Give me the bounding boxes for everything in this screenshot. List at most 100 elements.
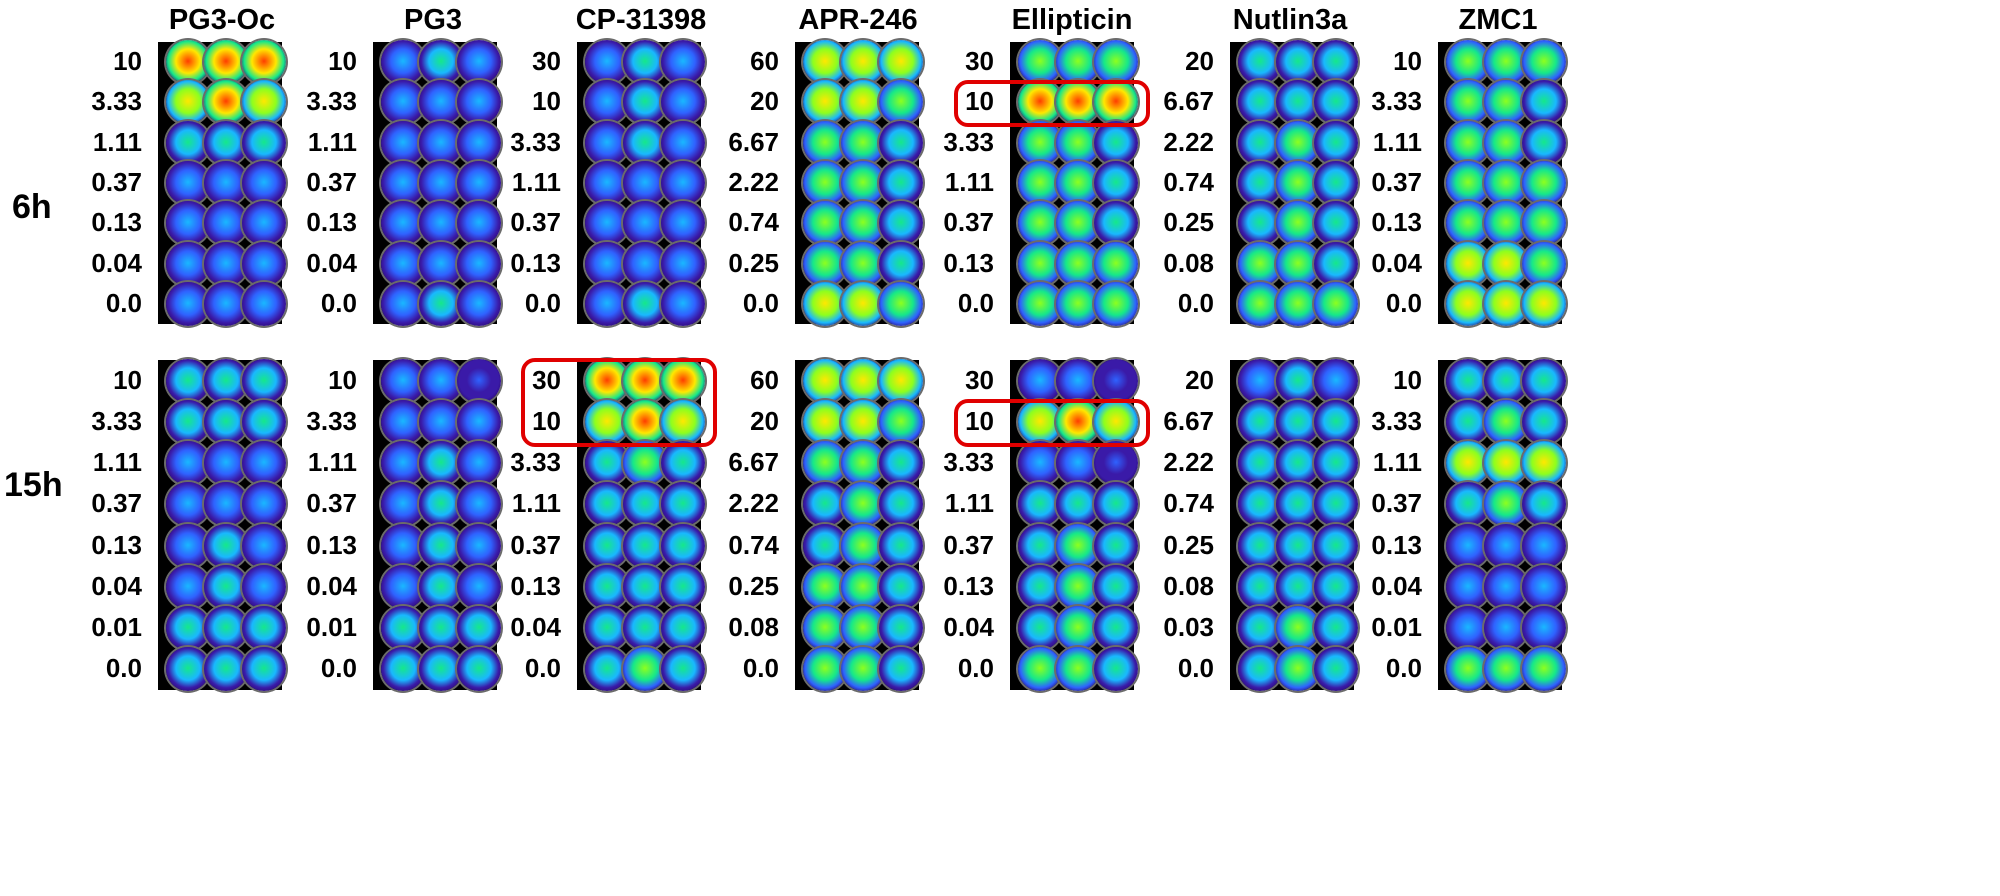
luminescence-well: [661, 482, 705, 527]
luminescence-well: [1314, 441, 1358, 486]
concentration-label: 0.25: [728, 247, 779, 278]
luminescence-well: [1446, 399, 1490, 444]
luminescence-well: [204, 120, 248, 165]
luminescence-well: [242, 120, 286, 165]
luminescence-well: [585, 241, 629, 286]
luminescence-well: [1522, 647, 1566, 692]
luminescence-well: [1094, 358, 1138, 403]
concentration-label: 0.74: [728, 529, 779, 560]
luminescence-well: [204, 281, 248, 326]
luminescence-well: [1484, 399, 1528, 444]
compound-title: CP-31398: [575, 4, 707, 36]
concentration-label: 3.33: [510, 447, 561, 478]
luminescence-well: [1522, 201, 1566, 246]
luminescence-well: [1276, 120, 1320, 165]
luminescence-well: [1238, 441, 1282, 486]
concentration-label: 0.0: [1385, 653, 1422, 684]
luminescence-well: [204, 523, 248, 568]
concentration-label: 0.0: [957, 653, 994, 684]
luminescence-well: [166, 80, 210, 125]
luminescence-well: [623, 523, 667, 568]
luminescence-well: [841, 482, 885, 527]
concentration-label: 1.11: [511, 167, 561, 197]
concentration-label: 0.0: [105, 287, 142, 318]
luminescence-well: [381, 241, 425, 286]
luminescence-well: [623, 482, 667, 527]
concentration-label: 0.13: [91, 529, 142, 560]
luminescence-well: [585, 523, 629, 568]
luminescence-well: [419, 606, 463, 651]
compound-title: Ellipticin: [1011, 4, 1133, 36]
luminescence-well: [1238, 606, 1282, 651]
luminescence-well: [457, 647, 501, 692]
luminescence-well: [166, 606, 210, 651]
concentration-label: 10: [113, 364, 142, 395]
luminescence-well: [457, 161, 501, 205]
luminescence-well: [1238, 40, 1282, 85]
luminescence-well: [803, 241, 847, 286]
luminescence-well: [1018, 281, 1062, 326]
luminescence-well: [1094, 647, 1138, 692]
luminescence-well: [381, 441, 425, 486]
luminescence-well: [1056, 482, 1100, 527]
luminescence-well: [803, 482, 847, 527]
luminescence-well: [1276, 482, 1320, 527]
luminescence-well: [419, 523, 463, 568]
luminescence-well: [457, 40, 501, 85]
luminescence-well: [1094, 564, 1138, 609]
highlight-box: [954, 80, 1150, 127]
compound-title: ZMC1: [1458, 4, 1538, 36]
concentration-label: 0.0: [1177, 653, 1214, 684]
concentration-label: 0.37: [943, 207, 994, 238]
concentration-label: 10: [328, 46, 357, 77]
luminescence-well: [1314, 647, 1358, 692]
luminescence-well: [803, 647, 847, 692]
luminescence-well: [1484, 120, 1528, 165]
luminescence-well: [1276, 564, 1320, 609]
luminescence-well: [1522, 606, 1566, 651]
concentration-label: 0.25: [1163, 207, 1214, 238]
concentration-label: 0.04: [943, 612, 994, 643]
luminescence-well: [166, 399, 210, 444]
luminescence-well: [1238, 358, 1282, 403]
luminescence-well: [879, 399, 923, 444]
concentration-label: 3.33: [91, 405, 142, 436]
luminescence-well: [1238, 120, 1282, 165]
concentration-label: 6.67: [1163, 86, 1214, 117]
luminescence-well: [879, 80, 923, 125]
luminescence-well: [166, 281, 210, 326]
luminescence-well: [1522, 281, 1566, 326]
luminescence-well: [1522, 523, 1566, 568]
concentration-label: 3.33: [306, 405, 357, 436]
luminescence-well: [242, 606, 286, 651]
luminescence-well: [1238, 241, 1282, 286]
luminescence-well: [1314, 201, 1358, 246]
luminescence-well: [1056, 120, 1100, 165]
luminescence-well: [204, 80, 248, 125]
luminescence-well: [841, 606, 885, 651]
concentration-label: 10: [1393, 364, 1422, 395]
luminescence-well: [242, 482, 286, 527]
luminescence-well: [623, 241, 667, 286]
luminescence-well: [419, 161, 463, 205]
concentration-label: 0.37: [1371, 167, 1422, 197]
luminescence-well: [457, 441, 501, 486]
luminescence-well: [1056, 281, 1100, 326]
luminescence-well: [623, 120, 667, 165]
luminescence-well: [879, 564, 923, 609]
luminescence-well: [381, 399, 425, 444]
luminescence-well: [1276, 241, 1320, 286]
concentration-label: 3.33: [510, 126, 561, 157]
luminescence-well: [661, 358, 705, 403]
luminescence-well: [457, 120, 501, 165]
concentration-label: 1.11: [1372, 126, 1422, 157]
luminescence-well: [1314, 399, 1358, 444]
luminescence-well: [1522, 358, 1566, 403]
luminescence-well: [381, 120, 425, 165]
luminescence-well: [1094, 482, 1138, 527]
concentration-label: 0.01: [306, 612, 357, 643]
luminescence-well: [1018, 441, 1062, 486]
luminescence-well: [1446, 482, 1490, 527]
luminescence-well: [803, 358, 847, 403]
compound-title: APR-246: [798, 4, 918, 36]
